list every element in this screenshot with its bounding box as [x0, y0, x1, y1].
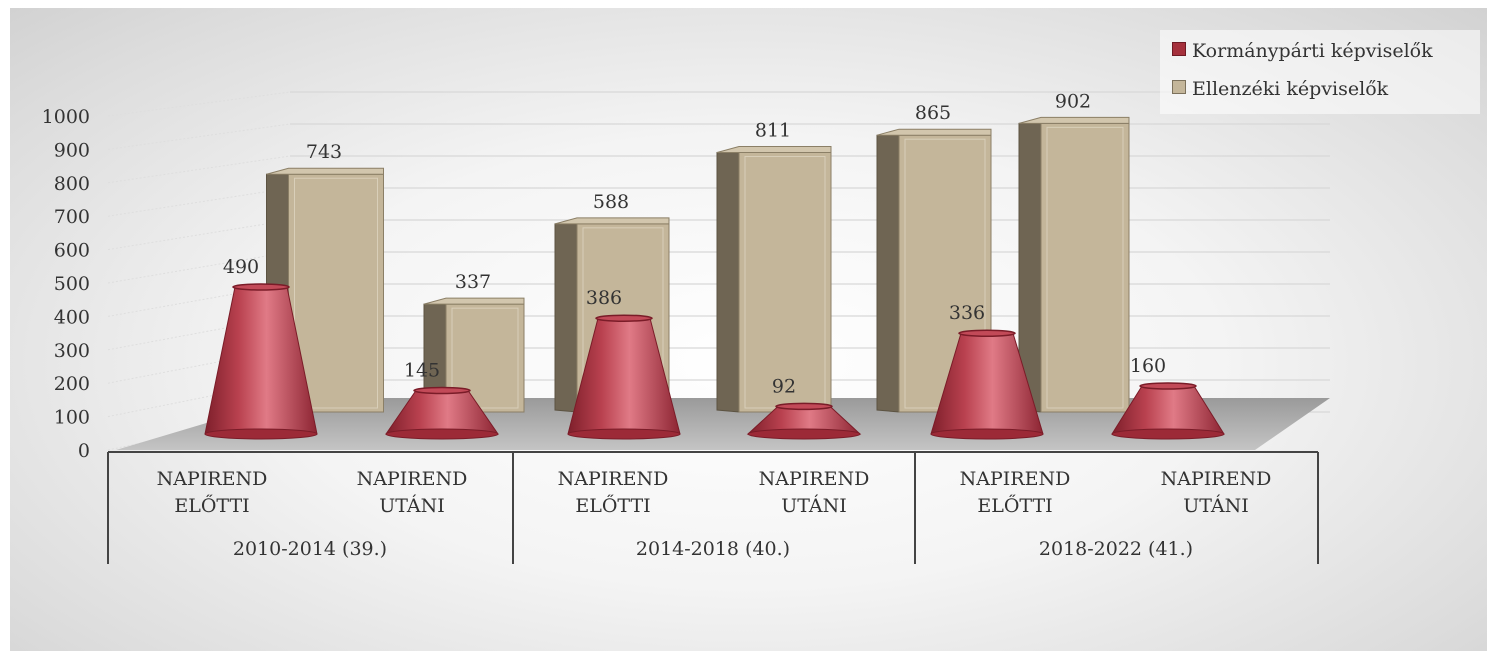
x-category-label: UTÁNI: [379, 494, 445, 517]
opp-data-label: 865: [915, 102, 951, 124]
gov-cone-base: [747, 428, 861, 440]
x-category-label: ELŐTTI: [977, 494, 1052, 517]
y-tick-label: 0: [78, 440, 90, 462]
opp-bar-highlight: [1046, 126, 1124, 409]
gridline-diagonal: [107, 315, 291, 351]
y-tick-label: 500: [54, 273, 90, 295]
opp-bar-top: [876, 128, 992, 136]
gov-cone: [385, 386, 499, 440]
gridline-diagonal: [107, 123, 291, 150]
legend-item-gov: Kormánypárti képviselők: [1172, 40, 1433, 62]
gov-cone-base: [1111, 428, 1225, 440]
gov-cone-top: [775, 402, 833, 411]
x-category-label: NAPIREND: [558, 468, 669, 490]
x-category-label: UTÁNI: [1183, 494, 1249, 517]
legend: Kormánypárti képviselők Ellenzéki képvis…: [1160, 30, 1480, 114]
opp-bar-top: [716, 145, 832, 153]
gov-cone: [930, 329, 1044, 440]
y-tick-label: 900: [54, 139, 90, 161]
x-category-label: NAPIREND: [357, 468, 468, 490]
opp-bar-front: [738, 151, 832, 413]
gov-data-label: 336: [949, 302, 985, 324]
x-category-label: ELŐTTI: [174, 494, 249, 517]
y-tick-label: 600: [54, 240, 90, 262]
gov-cone-top: [958, 329, 1016, 337]
y-tick-label: 800: [54, 173, 90, 195]
gov-cone-base: [567, 428, 681, 440]
opp-data-label: 337: [455, 271, 491, 293]
y-tick-label: 400: [54, 306, 90, 328]
y-tick-label: 300: [54, 340, 90, 362]
legend-swatch-opp: [1172, 80, 1186, 94]
opp-bar-highlight: [451, 307, 519, 409]
opp-bar-front: [1040, 122, 1130, 413]
gov-cone-top: [413, 386, 471, 395]
opp-data-label: 743: [306, 141, 342, 163]
gov-cone: [746, 402, 862, 440]
x-category-label: NAPIREND: [960, 468, 1071, 490]
opp-bar-top: [554, 217, 670, 225]
opp-bar-side: [876, 134, 900, 413]
x-group-label: 2018-2022 (41.): [1039, 538, 1193, 560]
gov-cone: [567, 314, 681, 440]
gov-cone-base: [930, 428, 1044, 440]
gov-cone-base: [204, 428, 318, 440]
y-tick-label: 700: [54, 206, 90, 228]
opp-bar-side: [716, 151, 740, 413]
x-category-label: NAPIREND: [1161, 468, 1272, 490]
gov-cone-top: [232, 283, 290, 291]
x-category-label: ELŐTTI: [575, 494, 650, 517]
gov-data-label: 160: [1130, 355, 1166, 377]
opp-bar-highlight: [294, 177, 378, 409]
gov-data-label: 490: [223, 256, 259, 278]
legend-swatch-gov: [1172, 42, 1186, 56]
gov-data-label: 92: [772, 375, 796, 397]
gridline-diagonal: [107, 347, 291, 384]
opp-data-label: 811: [755, 119, 791, 141]
legend-label-gov: Kormánypárti képviselők: [1192, 40, 1433, 62]
x-category-label: NAPIREND: [759, 468, 870, 490]
gridline-diagonal: [107, 91, 291, 117]
gridline-diagonal: [107, 155, 291, 184]
gov-cone-top: [595, 314, 653, 322]
opp-bar-top: [266, 167, 384, 175]
gov-cone-top: [1139, 382, 1197, 390]
opp-bar: [716, 145, 832, 413]
gov-data-label: 145: [404, 360, 440, 382]
opp-data-label: 588: [593, 191, 629, 213]
x-category-label: NAPIREND: [157, 468, 268, 490]
gridline-diagonal: [107, 251, 291, 284]
y-tick-label: 1000: [42, 106, 90, 128]
legend-label-opp: Ellenzéki képviselők: [1192, 78, 1389, 100]
opp-bar-top: [423, 297, 525, 305]
gridline-diagonal: [107, 187, 291, 217]
opp-bar-top: [1018, 116, 1130, 124]
gov-cone-base: [385, 428, 499, 440]
gov-cone: [1111, 382, 1225, 440]
y-tick-label: 200: [54, 373, 90, 395]
y-tick-label: 100: [54, 407, 90, 429]
opp-bar-side: [554, 223, 578, 413]
gov-data-label: 386: [586, 287, 622, 309]
x-category-label: UTÁNI: [781, 494, 847, 517]
gridline-diagonal: [107, 219, 291, 251]
x-group-label: 2010-2014 (39.): [233, 538, 387, 560]
opp-data-label: 902: [1055, 90, 1091, 112]
x-group-label: 2014-2018 (40.): [636, 538, 790, 560]
gridline-diagonal: [107, 283, 291, 317]
gov-cone: [204, 283, 318, 440]
opp-bar: [1018, 116, 1130, 413]
legend-item-opp: Ellenzéki képviselők: [1172, 78, 1388, 100]
gridline-diagonal: [107, 379, 291, 418]
